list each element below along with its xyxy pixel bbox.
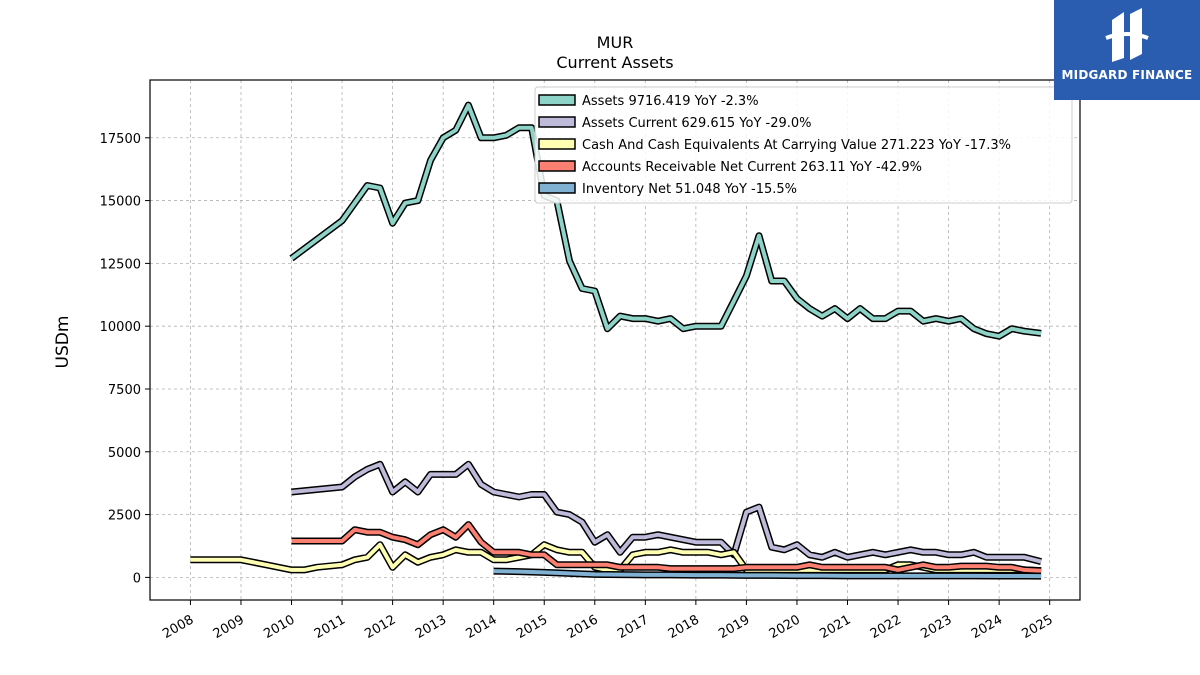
x-axis: 2008 2009 2010 2011 2012 2013 2014 2015 2016 2017…: [160, 600, 1056, 642]
legend-swatch-3: [538, 160, 576, 172]
y-axis: 0 2500 5000 7500 10000 12500 15000 17500: [100, 132, 150, 586]
plot-frame: [149, 79, 1081, 601]
x-tick-label: 2010: [261, 612, 297, 642]
y-tick-label: 10000: [100, 320, 141, 335]
x-tick-label: 2023: [918, 612, 954, 642]
y-tick-label: 2500: [108, 509, 141, 524]
y-tick-label: 7500: [108, 383, 141, 398]
x-tick-label: 2024: [969, 612, 1005, 642]
brand-logo: MIDGARD FINANCE: [1054, 0, 1200, 100]
y-axis-label: USDm: [53, 316, 73, 369]
x-tick-label: 2011: [312, 612, 348, 642]
series-layer: [190, 101, 1042, 580]
x-tick-label: 2016: [565, 612, 601, 642]
legend-label-4: Inventory Net 51.048 YoY -15.5%: [582, 182, 797, 197]
x-tick-label: 2012: [362, 612, 398, 642]
chart-title: MUR: [597, 33, 634, 52]
x-tick-label: 2015: [514, 612, 550, 642]
x-tick-label: 2018: [666, 612, 702, 642]
legend-swatch-4: [538, 182, 576, 194]
y-tick-label: 12500: [100, 257, 141, 272]
series-outline-1: [291, 460, 1042, 565]
x-tick-label: 2019: [716, 612, 752, 642]
x-tick-label: 2017: [615, 612, 651, 642]
legend-label-2: Cash And Cash Equivalents At Carrying Va…: [582, 138, 1011, 153]
legend-swatch-0: [538, 94, 576, 106]
x-tick-label: 2009: [211, 612, 247, 642]
series-line-0: [290, 103, 1042, 339]
chart-subtitle: Current Assets: [556, 53, 673, 72]
y-tick-label: 0: [133, 571, 141, 586]
legend-label-1: Assets Current 629.615 YoY -29.0%: [582, 116, 812, 131]
legend-box: [534, 86, 1073, 204]
brand-mark-icon: [1105, 8, 1149, 62]
legend-swatch-1: [538, 116, 576, 128]
brand-name: MIDGARD FINANCE: [1061, 68, 1193, 82]
y-tick-label: 5000: [108, 446, 141, 461]
x-tick-label: 2008: [160, 612, 196, 642]
legend-label-3: Accounts Receivable Net Current 263.11 Y…: [582, 160, 922, 175]
x-tick-label: 2014: [464, 612, 500, 642]
x-tick-label: 2020: [767, 612, 803, 642]
series-line-3: [291, 522, 1042, 573]
y-tick-label: 17500: [100, 132, 141, 147]
x-tick-label: 2025: [1020, 612, 1056, 642]
series-line-4: [493, 569, 1042, 579]
x-tick-label: 2021: [817, 612, 853, 642]
legend: Assets 9716.419 YoY -2.3% Assets Current …: [534, 86, 1073, 204]
legend-swatch-2: [538, 138, 576, 150]
series-line-1: [291, 462, 1042, 564]
legend-label-0: Assets 9716.419 YoY -2.3%: [582, 94, 759, 109]
x-tick-label: 2022: [868, 612, 904, 642]
y-tick-label: 15000: [100, 195, 141, 210]
x-tick-label: 2013: [413, 612, 449, 642]
